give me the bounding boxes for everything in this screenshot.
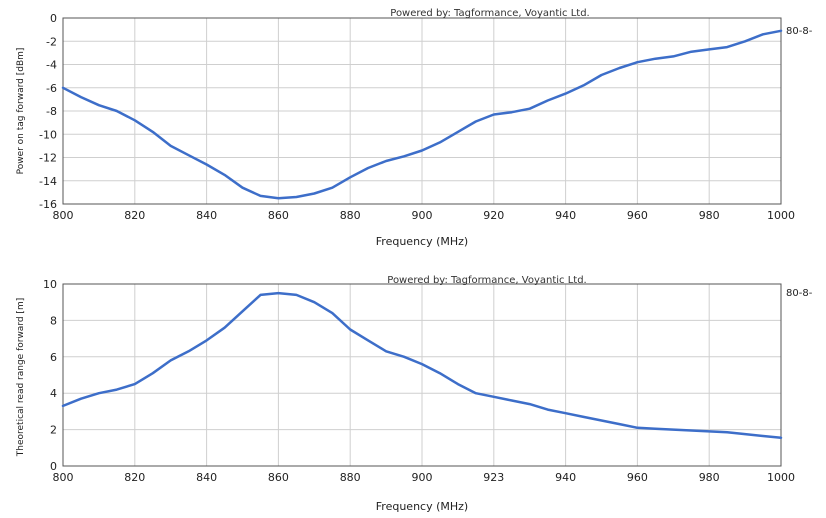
y-axis-label: Power on tag forward [dBm] [16, 48, 26, 175]
y-tick-label: -4 [46, 59, 57, 72]
x-tick-label: 820 [124, 209, 145, 222]
x-tick-label: 860 [268, 471, 289, 484]
x-tick-label: 940 [555, 471, 576, 484]
x-tick-label: 900 [412, 471, 433, 484]
grid-lines [63, 18, 781, 204]
x-tick-label: 980 [699, 471, 720, 484]
x-tick-labels: 800 820 840 860 880 900 923 940 960 980 1000 [53, 471, 796, 484]
series-tag-label: 80-8- [786, 26, 813, 37]
chart-power-forward: 800 820 840 860 880 900 920 940 960 980 1000 0 -2 -4… [16, 8, 813, 248]
x-axis-label: Frequency (MHz) [376, 235, 468, 248]
y-tick-label: 0 [50, 12, 57, 25]
credit-text: Powered by: Tagformance, Voyantic Ltd. [390, 8, 589, 19]
x-tick-label: 940 [555, 209, 576, 222]
grid-lines [63, 284, 781, 466]
x-tick-label: 880 [340, 209, 361, 222]
x-tick-label: 840 [196, 209, 217, 222]
y-tick-label: -2 [46, 35, 57, 48]
plot-frame [62, 17, 782, 205]
x-tick-label: 800 [53, 209, 74, 222]
x-tick-label: 880 [340, 471, 361, 484]
x-tick-label: 800 [53, 471, 74, 484]
y-tick-label: -10 [39, 128, 57, 141]
x-tick-label: 860 [268, 209, 289, 222]
y-tick-label: -14 [39, 175, 57, 188]
x-tick-label: 840 [196, 471, 217, 484]
plot-frame [62, 283, 782, 467]
chart-read-range: 800 820 840 860 880 900 923 940 960 980 1000 10 8 6 4… [16, 275, 813, 513]
credit-text: Powered by: Tagformance, Voyantic Ltd. [387, 275, 586, 286]
y-tick-label: 2 [50, 424, 57, 437]
y-axis-label: Theoretical read range forward [m] [16, 298, 26, 457]
x-tick-label: 1000 [767, 471, 795, 484]
y-tick-label: -8 [46, 105, 57, 118]
y-tick-label: -16 [39, 198, 57, 211]
x-axis-label: Frequency (MHz) [376, 500, 468, 513]
y-tick-label: 0 [50, 460, 57, 473]
x-tick-label: 820 [124, 471, 145, 484]
y-tick-label: 8 [50, 314, 57, 327]
x-tick-label: 1000 [767, 209, 795, 222]
y-tick-labels: 0 -2 -4 -6 -8 -10 -12 -14 -16 [39, 12, 57, 211]
y-tick-label: -12 [39, 152, 57, 165]
x-tick-label: 900 [412, 209, 433, 222]
x-tick-labels: 800 820 840 860 880 900 920 940 960 980 1000 [53, 209, 796, 222]
x-tick-label: 960 [627, 209, 648, 222]
y-tick-label: -6 [46, 82, 57, 95]
x-tick-label: 980 [699, 209, 720, 222]
y-tick-labels: 10 8 6 4 2 0 [43, 278, 57, 473]
x-tick-label: 960 [627, 471, 648, 484]
series-line-power [61, 29, 783, 200]
series-tag-label: 80-8- [786, 288, 813, 299]
y-tick-label: 4 [50, 387, 57, 400]
x-tick-label: 920 [483, 209, 504, 222]
x-tick-label: 923 [483, 471, 504, 484]
series-line-read-range [61, 291, 783, 440]
y-tick-label: 6 [50, 351, 57, 364]
y-tick-label: 10 [43, 278, 57, 291]
